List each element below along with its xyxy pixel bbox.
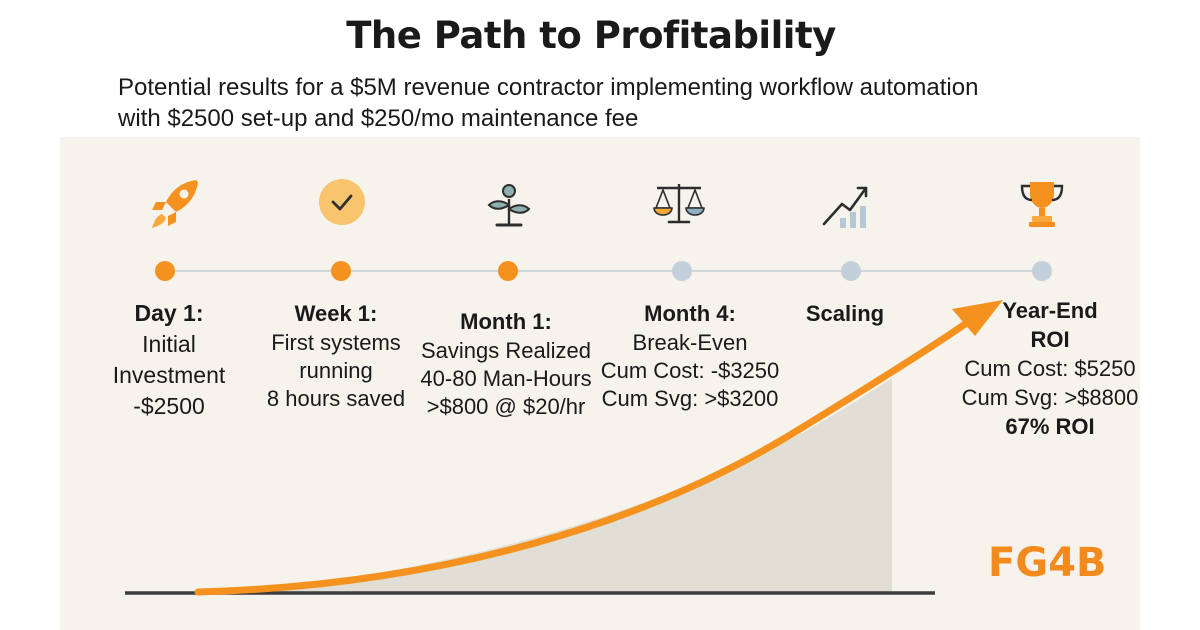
rocket-icon xyxy=(146,174,206,234)
check-circle-icon xyxy=(312,172,372,232)
milestone-line: >$800 @ $20/hr xyxy=(426,394,586,419)
growth-chart-icon xyxy=(818,176,878,236)
milestone-week1: Week 1: First systems running 8 hours sa… xyxy=(246,298,426,413)
timeline-dot-yearend xyxy=(1032,261,1052,281)
balance-scale-icon xyxy=(649,174,709,234)
milestone-head: Scaling xyxy=(805,301,885,326)
milestone-line: running xyxy=(299,358,373,383)
timeline-dot-week1 xyxy=(331,261,351,281)
page-subtitle: Potential results for a $5M revenue cont… xyxy=(118,72,1118,134)
timeline-dot-month1 xyxy=(498,261,518,281)
roi-value: 67% ROI xyxy=(1005,414,1095,439)
milestone-month1: Month 1: Savings Realized 40-80 Man-Hour… xyxy=(406,306,606,421)
milestone-head: Month 1: xyxy=(460,309,552,334)
milestone-scaling: Scaling xyxy=(780,298,910,329)
milestone-line: Investment xyxy=(112,362,226,388)
milestone-line: Cum Cost: -$3250 xyxy=(600,358,780,383)
milestone-head: Week 1: xyxy=(294,301,378,326)
milestone-head: Day 1: xyxy=(134,300,204,326)
timeline-dot-day1 xyxy=(155,261,175,281)
milestone-yearend: Year-End ROI Cum Cost: $5250 Cum Svg: >$… xyxy=(950,296,1150,441)
milestone-line: Initial xyxy=(142,331,196,357)
subtitle-line-1: Potential results for a $5M revenue cont… xyxy=(118,74,979,101)
milestone-line: First systems xyxy=(271,330,401,355)
milestone-month4: Month 4: Break-Even Cum Cost: -$3250 Cum… xyxy=(590,298,790,413)
trophy-icon xyxy=(1012,174,1072,234)
shaded-growth-area xyxy=(200,378,892,593)
milestone-day1: Day 1: Initial Investment -$2500 xyxy=(79,298,259,422)
growth-arrow-line xyxy=(194,318,972,596)
milestone-line: Cum Cost: $5250 xyxy=(964,356,1136,381)
milestone-head-roi: ROI xyxy=(1030,327,1070,352)
milestone-line: 8 hours saved xyxy=(266,386,406,411)
milestone-head: Year-End xyxy=(1002,298,1098,323)
sprout-icon xyxy=(479,175,539,235)
milestone-line: Cum Svg: >$3200 xyxy=(601,386,779,411)
timeline-dot-scaling xyxy=(841,261,861,281)
page-title: The Path to Profitability xyxy=(346,14,836,57)
milestone-line: Cum Svg: >$8800 xyxy=(961,385,1139,410)
fg4b-logo: FG4B xyxy=(988,540,1107,586)
milestone-line: Savings Realized xyxy=(421,338,591,363)
milestone-line: -$2500 xyxy=(133,393,205,419)
subtitle-line-2: with $2500 set-up and $250/mo maintenanc… xyxy=(118,105,639,132)
timeline-dot-month4 xyxy=(672,261,692,281)
milestone-line: Break-Even xyxy=(632,330,748,355)
milestone-line: 40-80 Man-Hours xyxy=(420,366,592,391)
milestone-head: Month 4: xyxy=(644,301,736,326)
growth-arrow-head xyxy=(952,300,1003,336)
